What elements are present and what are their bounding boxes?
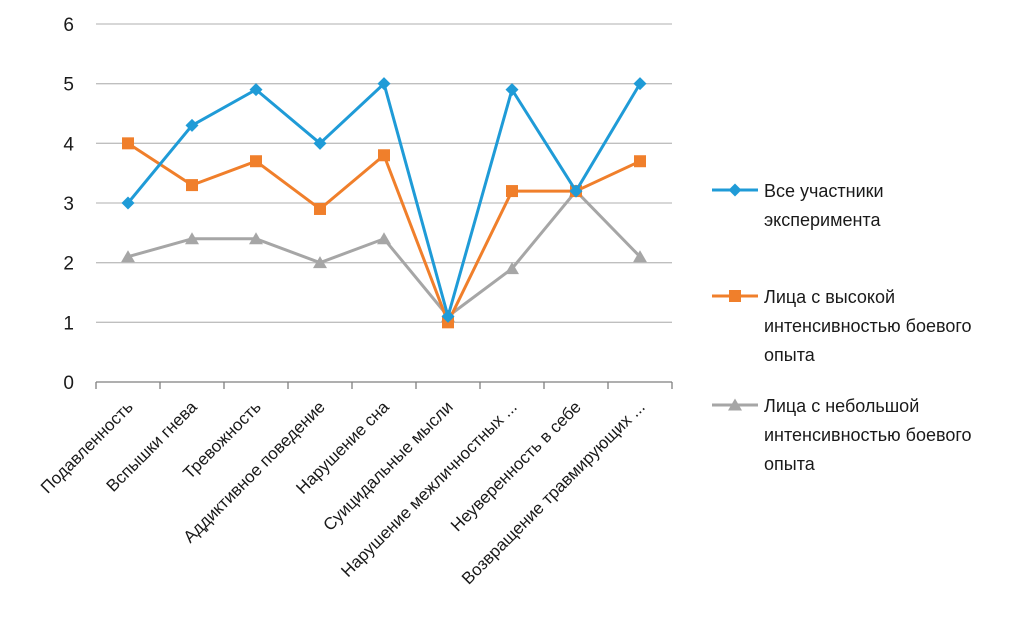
y-tick-label: 6 (63, 15, 74, 36)
y-tick-label: 4 (63, 134, 74, 155)
data-point (505, 83, 519, 97)
legend-label: Лица с высокой (764, 287, 895, 307)
data-point (377, 77, 391, 91)
y-tick-label: 2 (63, 254, 74, 275)
legend-label: интенсивностью боевого (764, 316, 972, 336)
y-tick-label: 1 (63, 313, 74, 334)
series-1 (121, 77, 647, 323)
series-3 (121, 184, 647, 322)
data-point (505, 262, 519, 275)
data-point (506, 185, 518, 198)
y-tick-label: 5 (63, 75, 74, 96)
y-tick-label: 3 (63, 194, 74, 215)
series-lines (121, 77, 647, 329)
data-point (249, 83, 263, 97)
data-point (185, 118, 199, 132)
data-point (377, 232, 391, 245)
data-point (313, 256, 327, 269)
data-point (633, 250, 647, 263)
legend-label: опыта (764, 454, 816, 474)
data-point (441, 309, 455, 323)
legend-label: Лица с небольшой (764, 396, 919, 416)
legend-marker (728, 398, 742, 411)
x-tick-label: Суицидальные мысли (319, 397, 456, 534)
data-point (122, 137, 134, 150)
axes (95, 381, 673, 389)
data-point (569, 184, 583, 198)
legend-marker (729, 290, 741, 302)
legend-marker (728, 183, 742, 197)
series-line (127, 189, 642, 318)
legend-label: интенсивностью боевого (764, 425, 972, 445)
data-point (249, 232, 263, 245)
series-line (126, 82, 642, 318)
data-point (250, 155, 262, 168)
y-tick-label: 0 (63, 373, 74, 394)
legend-label: опыта (764, 345, 816, 365)
x-tick-label: Неуверенность в себе (447, 397, 585, 535)
data-point (185, 232, 199, 245)
data-point (314, 202, 326, 215)
legend-label: Все участники (764, 181, 884, 201)
data-point (121, 250, 135, 263)
data-point (634, 155, 646, 168)
data-point (633, 77, 647, 91)
legend-entry: Лица с высокой интенсивностью боевого опыт… (712, 287, 972, 365)
legend-entry: Все участники эксперимента (712, 181, 884, 230)
data-point (378, 149, 390, 162)
legend-label: эксперимента (764, 210, 881, 230)
legend: Все участники эксперимента Лица с высокой и… (712, 181, 972, 474)
y-axis-tick-labels: 0 1 2 3 4 5 6 (63, 15, 74, 394)
data-point (121, 196, 135, 210)
legend-entry: Лица с небольшой интенсивностью боевого оп… (712, 396, 972, 474)
data-point (313, 136, 327, 150)
data-point (186, 179, 198, 192)
